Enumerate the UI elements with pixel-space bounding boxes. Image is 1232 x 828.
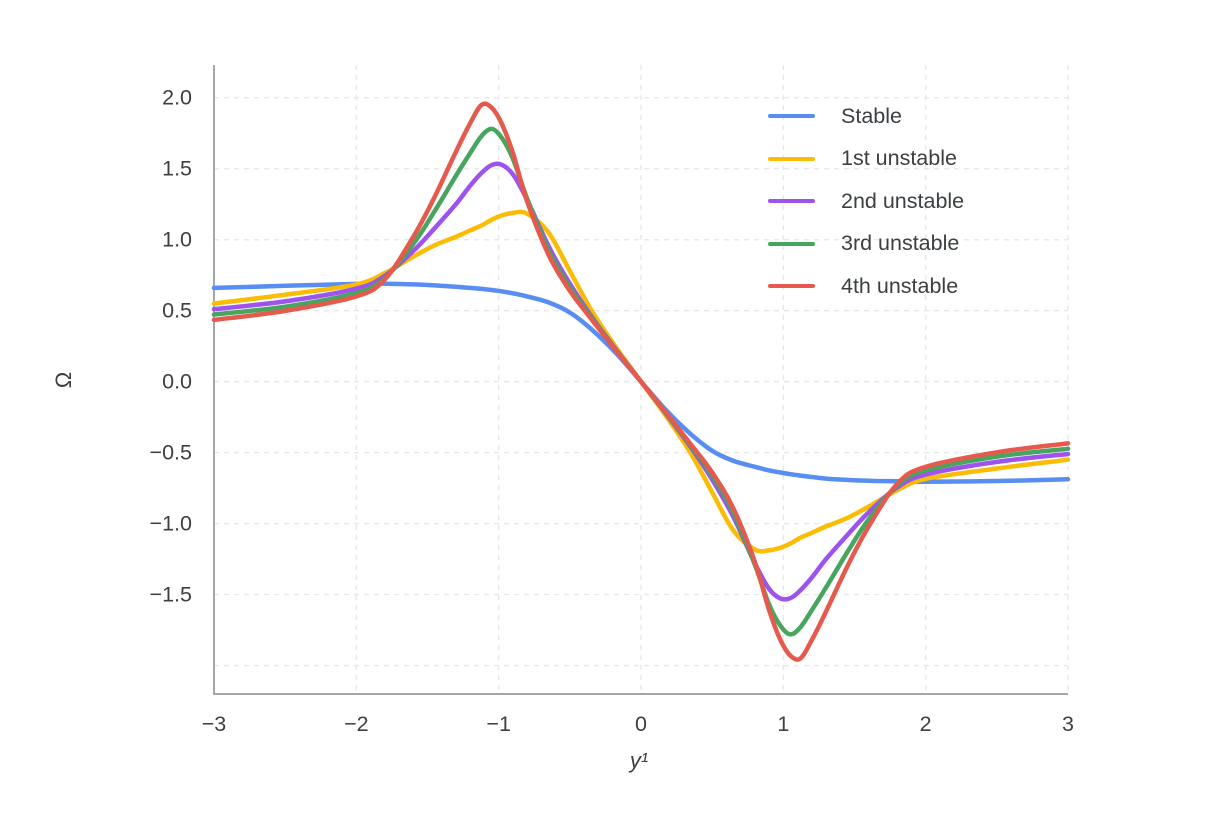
- curve-4th-unstable: [211, 101, 1071, 662]
- legend-item-3rd-unstable[interactable]: 3rd unstable: [768, 223, 964, 266]
- legend-label: 4th unstable: [841, 273, 959, 298]
- x-tick-label: −2: [344, 712, 369, 736]
- legend-item-1st-unstable[interactable]: 1st unstable: [768, 138, 964, 181]
- legend-swatch-3rd-unstable: [768, 241, 815, 246]
- legend-swatch-stable: [768, 114, 815, 119]
- x-tick-label: 1: [777, 712, 789, 736]
- legend-label: 1st unstable: [841, 146, 957, 171]
- y-tick-label: 2.0: [162, 86, 192, 110]
- x-tick-label: 2: [920, 712, 932, 736]
- legend-label: 2nd unstable: [841, 188, 965, 213]
- x-tick-label: −1: [486, 712, 511, 736]
- legend-swatch-1st-unstable: [768, 156, 815, 161]
- legend: Stable 1st unstable 2nd unstable 3rd unstab…: [768, 95, 964, 308]
- legend-label: 3rd unstable: [841, 231, 960, 256]
- x-tick-label: 3: [1062, 712, 1074, 736]
- y-axis-title: Ω: [51, 371, 76, 389]
- y-tick-label: 0.5: [162, 299, 192, 323]
- y-tick-label: −1.5: [150, 583, 192, 607]
- x-tick-label: −3: [202, 712, 227, 736]
- legend-swatch-4th-unstable: [768, 284, 815, 289]
- legend-item-4th-unstable[interactable]: 4th unstable: [768, 265, 964, 308]
- legend-item-2nd-unstable[interactable]: 2nd unstable: [768, 180, 964, 223]
- y-tick-label: 0.0: [162, 370, 192, 394]
- x-axis-title: y¹: [629, 748, 649, 773]
- y-tick-label: 1.5: [162, 157, 192, 181]
- x-tick-label: 0: [635, 712, 647, 736]
- legend-item-stable[interactable]: Stable: [768, 95, 964, 138]
- legend-label: Stable: [841, 103, 902, 128]
- y-tick-label: −0.5: [150, 441, 192, 465]
- y-tick-label: 1.0: [162, 228, 192, 252]
- y-tick-label: −1.0: [150, 512, 192, 536]
- legend-swatch-2nd-unstable: [768, 199, 815, 204]
